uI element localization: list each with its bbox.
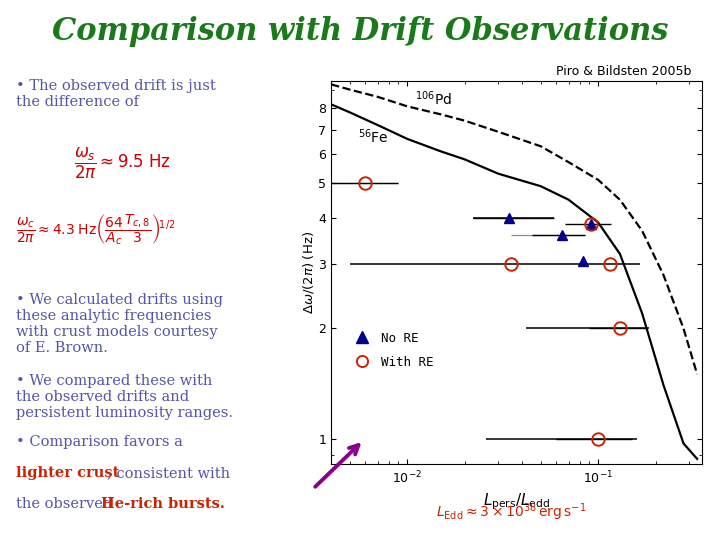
- Text: • We compared these with
the observed drifts and
persistent luminosity ranges.: • We compared these with the observed dr…: [17, 374, 233, 420]
- Y-axis label: $\Delta\omega/(2\pi)\;({\rm Hz})$: $\Delta\omega/(2\pi)\;({\rm Hz})$: [300, 231, 315, 314]
- Text: Comparison with Drift Observations: Comparison with Drift Observations: [52, 16, 668, 47]
- Text: the observed: the observed: [17, 497, 117, 511]
- Text: $L_{\rm Edd} \approx 3 \times 10^{38}\,{\rm erg\,s}^{-1}$: $L_{\rm Edd} \approx 3 \times 10^{38}\,{…: [436, 501, 586, 523]
- Text: • Comparison favors a: • Comparison favors a: [17, 435, 183, 449]
- FancyArrowPatch shape: [315, 445, 359, 487]
- Text: lighter crust: lighter crust: [17, 467, 120, 481]
- Text: $^{56}$Fe: $^{56}$Fe: [358, 127, 388, 146]
- Text: $\dfrac{\omega_s}{2\pi} \approx 9.5\;\mathrm{Hz}$: $\dfrac{\omega_s}{2\pi} \approx 9.5\;\ma…: [73, 146, 170, 181]
- Text: , consistent with: , consistent with: [107, 467, 230, 481]
- Text: $\dfrac{\omega_c}{2\pi} \approx 4.3\;\mathrm{Hz}\left(\dfrac{64}{A_c}\dfrac{T_{c: $\dfrac{\omega_c}{2\pi} \approx 4.3\;\ma…: [17, 212, 176, 247]
- Text: $^{106}$Pd: $^{106}$Pd: [415, 90, 452, 109]
- Text: He-rich bursts.: He-rich bursts.: [101, 497, 225, 511]
- Text: • We calculated drifts using
these analytic frequencies
with crust models courte: • We calculated drifts using these analy…: [17, 293, 223, 355]
- Text: Piro & Bildsten 2005b: Piro & Bildsten 2005b: [556, 65, 691, 78]
- X-axis label: $L_{\rm pers}/L_{\rm edd}$: $L_{\rm pers}/L_{\rm edd}$: [483, 491, 550, 512]
- Text: • The observed drift is just
the difference of: • The observed drift is just the differe…: [17, 79, 216, 109]
- Legend: No RE, With RE: No RE, With RE: [345, 327, 438, 374]
